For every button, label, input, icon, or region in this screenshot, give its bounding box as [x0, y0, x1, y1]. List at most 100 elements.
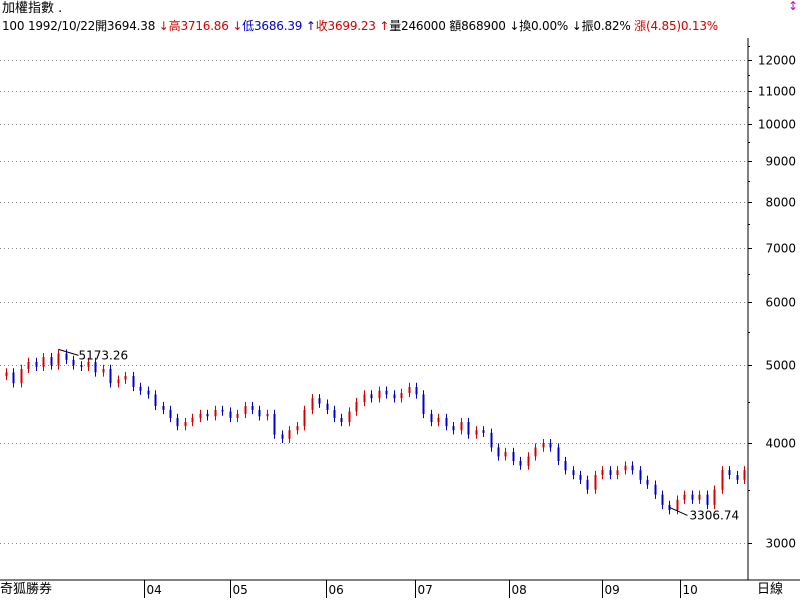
candle-body: [139, 386, 142, 391]
candle-body: [504, 451, 507, 457]
y-tick-label: 6000: [765, 296, 796, 310]
candle-body: [646, 479, 649, 485]
candle-body: [109, 368, 112, 384]
y-tick-label: 7000: [765, 242, 796, 256]
x-axis: 04 05 06 07 08 09 10: [0, 579, 800, 598]
candle-body: [117, 379, 120, 384]
candle-body: [415, 386, 418, 395]
x-tick-label: 09: [605, 583, 620, 597]
candle-body: [94, 361, 97, 373]
candle-body: [452, 426, 455, 431]
candle-body: [5, 372, 8, 376]
candles-layer: [5, 349, 746, 515]
candle-body: [385, 390, 388, 395]
candle-body: [363, 394, 366, 403]
chart-title: 加權指數 .: [2, 1, 63, 16]
candle-body: [467, 421, 470, 435]
candle-body: [691, 494, 694, 500]
volume-value: 246000: [401, 19, 446, 33]
close-label: 收: [315, 19, 328, 33]
amplitude-label: 振: [581, 19, 594, 33]
candle-body: [355, 402, 358, 412]
candle-body: [497, 447, 500, 457]
candle-body: [296, 426, 299, 431]
candle-body: [639, 470, 642, 480]
candle-body: [542, 443, 545, 448]
candle-body: [728, 470, 731, 476]
candle-body: [318, 398, 321, 404]
candle-body: [303, 409, 306, 427]
period-button[interactable]: 日線: [757, 582, 784, 597]
change-label: 漲: [634, 19, 646, 33]
quote-info-bar: 100 1992/10/22開3694.38 ↓高3716.86 ↓低3686.…: [2, 17, 718, 35]
candle-body: [258, 409, 261, 417]
candle-body: [27, 361, 30, 369]
candle-body: [87, 361, 90, 367]
y-tick-label: 12000: [758, 54, 796, 68]
candle-body: [340, 417, 343, 422]
open-value: 3694.38: [106, 19, 156, 33]
candle-body: [154, 394, 157, 406]
candle-body: [527, 456, 530, 466]
y-tick-label: 8000: [765, 196, 796, 210]
candle-body: [460, 421, 463, 431]
close-value: 3699.23: [327, 19, 376, 33]
candle-body: [661, 494, 664, 505]
candle-body: [191, 417, 194, 422]
candle-body: [713, 489, 716, 505]
scroll-arrow-icon[interactable]: ↕: [787, 0, 799, 13]
x-tick-label: 04: [147, 583, 162, 597]
candle-body: [176, 417, 179, 427]
candle-body: [482, 430, 485, 433]
candle-body: [72, 359, 75, 366]
candle-body: [564, 460, 567, 471]
candle-body: [326, 403, 329, 410]
close-arrow-icon: ↑: [305, 19, 316, 33]
y-axis: 3000 4000 5000 6000 7000 8000 9000 10000 11000 12…: [747, 38, 796, 580]
candle-body: [698, 494, 701, 500]
candle-body: [80, 365, 83, 367]
y-tick-label: 11000: [758, 85, 796, 99]
candle-body: [490, 432, 493, 448]
candle-body: [586, 479, 589, 490]
candle-body: [594, 475, 597, 490]
candle-body: [236, 413, 239, 418]
high-arrow-icon: ↓: [158, 19, 169, 33]
candle-body: [408, 386, 411, 393]
candle-body: [12, 372, 15, 384]
candle-body: [631, 465, 634, 471]
candle-body: [281, 434, 284, 439]
candle-body: [400, 392, 403, 399]
turnover-arrow-icon: ↓: [509, 19, 520, 33]
candle-body: [244, 405, 247, 414]
candle-body: [475, 430, 478, 435]
volume-label: 量: [389, 19, 402, 33]
candle-body: [333, 409, 336, 418]
low-value: 3686.39: [253, 19, 303, 33]
candle-body: [229, 411, 232, 418]
candle-body: [601, 470, 604, 476]
high-annotation-label: 5173.26: [79, 348, 129, 362]
grid-layer: [0, 60, 748, 544]
candle-body: [721, 470, 724, 490]
amount-value: 868900: [461, 19, 506, 33]
candle-body: [132, 375, 135, 387]
low-annotation-label: 3306.74: [690, 508, 740, 522]
quote-date: 1992/10/22: [27, 19, 96, 33]
candle-body: [437, 417, 440, 422]
low-annotation-line: [669, 506, 688, 516]
high-value: 3716.86: [180, 19, 229, 33]
y-tick-label: 9000: [765, 155, 796, 169]
candle-body: [311, 398, 314, 410]
low-label: 低: [242, 19, 254, 33]
candle-body: [676, 499, 679, 511]
candle-body: [572, 470, 575, 476]
candle-body: [251, 405, 254, 410]
open-label: 開: [95, 19, 107, 33]
candle-body: [199, 413, 202, 418]
candle-body: [654, 484, 657, 495]
candle-body: [102, 368, 105, 373]
candle-body: [124, 375, 127, 380]
candle-body: [35, 361, 38, 367]
